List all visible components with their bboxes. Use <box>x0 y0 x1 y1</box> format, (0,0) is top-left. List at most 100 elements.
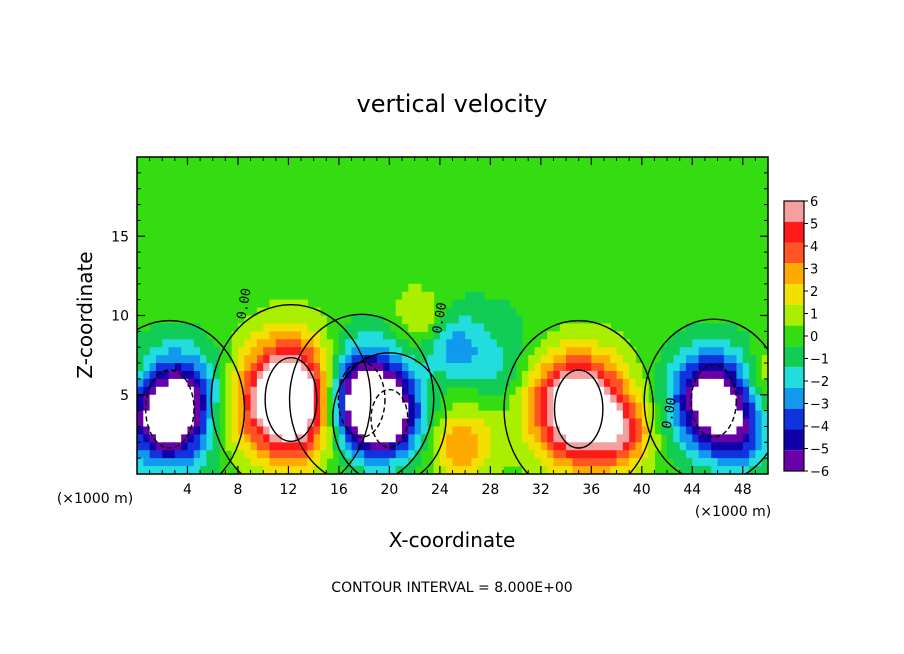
x-units-right: (×1000 m) <box>695 504 771 520</box>
field-cell <box>193 331 201 340</box>
field-cell <box>685 378 693 388</box>
field-cell <box>212 434 220 443</box>
field-cell <box>143 466 151 474</box>
field-cell <box>383 426 390 435</box>
field-cell <box>515 426 523 435</box>
field-cell <box>319 315 327 325</box>
field-cell <box>458 339 466 348</box>
field-cell <box>622 442 630 451</box>
field-cell <box>547 339 555 348</box>
field-cell <box>193 418 201 428</box>
field-cell <box>200 394 208 404</box>
field-cell <box>547 410 555 420</box>
field-cell <box>610 331 618 340</box>
field-cell <box>282 378 290 388</box>
field-cell <box>174 323 182 332</box>
x-tick-label: 24 <box>431 482 449 498</box>
field-cell <box>326 434 334 443</box>
field-cell <box>187 347 195 356</box>
field-cell <box>711 386 719 396</box>
field-cell <box>761 394 768 404</box>
field-cell <box>471 426 479 435</box>
field-cell <box>143 434 151 443</box>
field-cell <box>345 442 353 451</box>
field-cell <box>490 307 498 317</box>
field-cell <box>288 355 296 364</box>
field-cell <box>225 378 233 388</box>
field-cell <box>736 339 744 348</box>
field-cell <box>452 410 460 420</box>
field-cell <box>704 386 712 396</box>
field-cell <box>465 466 473 474</box>
field-cell <box>263 355 271 364</box>
field-cell <box>364 315 372 325</box>
field-cell <box>332 442 340 451</box>
field-cell <box>685 458 693 467</box>
field-cell <box>679 331 687 340</box>
field-cell <box>288 339 296 348</box>
field-cell <box>704 466 712 474</box>
field-cell <box>313 450 321 459</box>
field-cell <box>591 402 599 412</box>
field-cell <box>484 307 491 317</box>
field-cell <box>326 378 334 388</box>
field-cell <box>704 323 712 332</box>
field-cell <box>282 386 290 396</box>
field-cell <box>250 331 258 340</box>
field-cell <box>685 466 693 474</box>
field-cell <box>723 347 731 356</box>
field-cell <box>414 426 422 435</box>
field-cell <box>711 370 719 380</box>
field-cell <box>667 347 674 356</box>
field-cell <box>610 418 618 428</box>
field-cell <box>585 466 592 474</box>
field-cell <box>761 466 768 474</box>
field-cell <box>181 394 189 404</box>
field-cell <box>351 323 359 332</box>
field-cell <box>357 458 365 467</box>
field-cell <box>282 355 290 364</box>
field-cell <box>364 339 372 348</box>
field-cell <box>603 378 611 388</box>
field-cell <box>490 378 498 388</box>
field-cell <box>244 466 252 474</box>
field-cell <box>376 386 384 396</box>
field-cell <box>515 315 523 325</box>
field-cell <box>389 410 397 420</box>
field-cell <box>610 410 618 420</box>
field-cell <box>420 323 428 332</box>
field-cell <box>433 370 441 380</box>
field-cell <box>155 450 163 459</box>
field-cell <box>446 331 454 340</box>
field-cell <box>730 402 738 412</box>
y-tick-label: 5 <box>120 388 129 404</box>
field-cell <box>155 402 163 412</box>
colorbar-tick-label: 5 <box>810 218 818 233</box>
field-cell <box>433 331 441 340</box>
field-cell <box>471 307 479 317</box>
field-cell <box>319 331 327 340</box>
field-cell <box>383 394 390 404</box>
field-cell <box>559 331 567 340</box>
field-cell <box>742 363 750 372</box>
field-cell <box>326 426 334 435</box>
field-cell <box>174 434 182 443</box>
field-cell <box>282 323 290 332</box>
field-cell <box>591 363 599 372</box>
colorbar-swatch <box>784 201 804 222</box>
field-cell <box>742 458 750 467</box>
field-cell <box>408 378 416 388</box>
field-cell <box>137 370 144 380</box>
field-cell <box>370 378 378 388</box>
field-cell <box>692 458 700 467</box>
plot-area <box>137 157 768 474</box>
field-cell <box>603 355 611 364</box>
field-cell <box>149 363 157 372</box>
contour-line <box>503 319 655 474</box>
field-cell <box>282 315 290 325</box>
field-cell <box>420 394 428 404</box>
field-cell <box>578 458 586 467</box>
field-cell <box>383 378 390 388</box>
field-cell <box>231 355 239 364</box>
